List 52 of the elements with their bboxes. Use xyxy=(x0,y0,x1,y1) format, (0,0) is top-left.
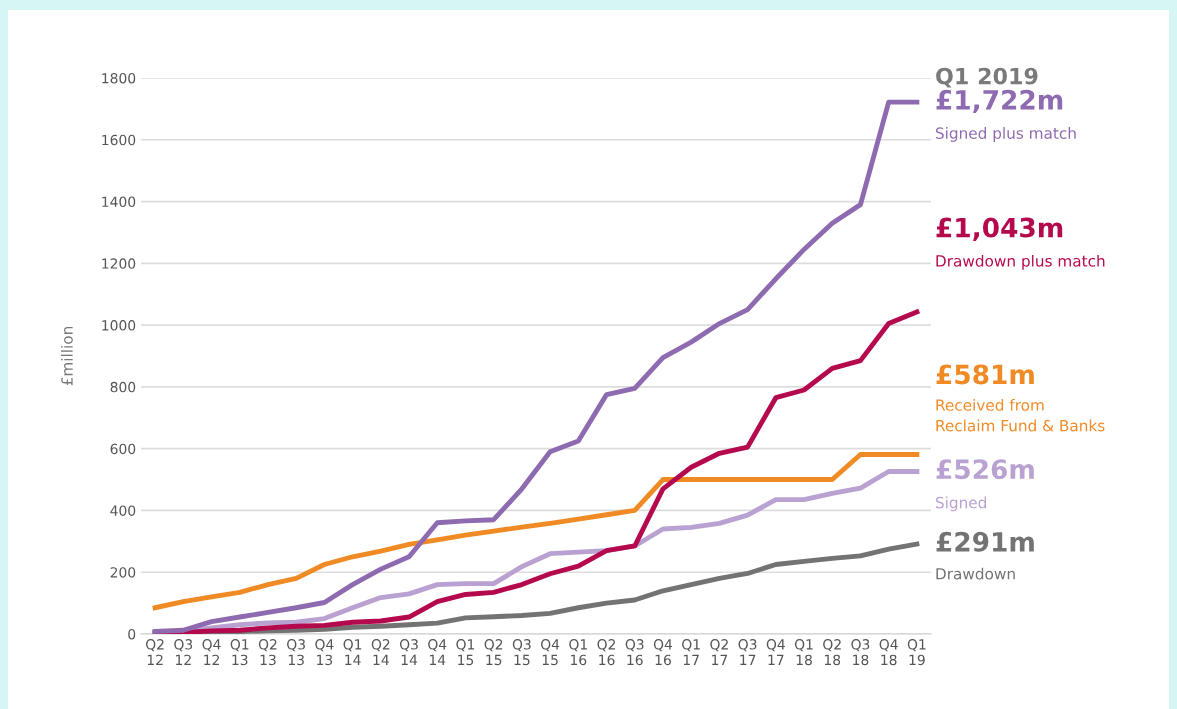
y-tick-label: 0 xyxy=(128,628,136,640)
x-tick-label: Q3 14 xyxy=(399,639,418,665)
data-label: £526m xyxy=(936,459,1034,480)
data-label: £581m xyxy=(936,364,1034,385)
x-tick-label: Q1 17 xyxy=(682,639,700,665)
text: Signed plus match xyxy=(935,127,1076,142)
y-tick-label: 1600 xyxy=(102,134,136,146)
x-tick-label: Q4 16 xyxy=(653,639,673,666)
x-tick-label: Q4 17 xyxy=(766,639,785,665)
x-tick-label: Q1 19 xyxy=(907,639,926,666)
y-tick-label: 600 xyxy=(110,443,136,455)
series-label: Received from Reclaim Fund & Banks xyxy=(936,398,1105,432)
y-axis-title: £million xyxy=(61,326,73,386)
y-tick-label: 400 xyxy=(110,505,136,516)
x-tick-label: Q1 14 xyxy=(343,639,362,665)
x-tick-label: Q3 16 xyxy=(625,639,644,666)
y-tick-label: 1400 xyxy=(102,196,136,208)
x-tick-label: Q2 15 xyxy=(484,639,503,666)
x-tick-label: Q3 15 xyxy=(512,639,531,666)
x-tick-label: Q2 12 xyxy=(146,639,164,665)
y-tick-label: 1000 xyxy=(102,320,136,331)
x-tick-label: Q4 13 xyxy=(315,639,334,666)
x-tick-label: Q3 18 xyxy=(851,639,870,666)
x-tick-label: Q4 12 xyxy=(202,639,221,665)
line-series xyxy=(152,452,920,611)
x-tick-label: Q4 15 xyxy=(541,639,560,666)
x-tick-label: Q3 13 xyxy=(287,639,305,666)
x-tick-label: Q2 14 xyxy=(371,639,390,665)
x-tick-label: Q2 13 xyxy=(258,639,277,666)
x-tick-label: Q4 14 xyxy=(428,639,447,665)
x-tick-label: Q3 17 xyxy=(738,639,757,665)
y-tick-label: 800 xyxy=(110,381,136,393)
x-tick-label: Q1 18 xyxy=(794,639,813,666)
x-tick-label: Q1 15 xyxy=(456,639,475,666)
text: Signed xyxy=(935,496,986,512)
y-tick-label: 200 xyxy=(110,567,136,578)
line-series xyxy=(152,99,920,634)
x-tick-label: Q2 16 xyxy=(597,639,616,666)
x-tick-label: Q1 16 xyxy=(569,639,587,666)
data-label: £1,043m xyxy=(936,217,1063,241)
text: Q1 2019 xyxy=(936,67,1038,88)
data-label: £291m xyxy=(936,531,1034,552)
x-tick-label: Q4 18 xyxy=(879,639,898,666)
x-tick-label: Q3 12 xyxy=(174,639,193,665)
data-label: £1,722m xyxy=(936,89,1063,114)
x-tick-label: Q1 13 xyxy=(230,639,249,666)
x-tick-label: Q2 18 xyxy=(823,639,841,666)
text: Drawdown xyxy=(936,567,1015,580)
x-tick-label: Q2 17 xyxy=(710,639,728,665)
y-tick-label: 1200 xyxy=(102,258,136,269)
y-tick-label: 1800 xyxy=(102,72,136,84)
text: Drawdown plus match xyxy=(936,254,1105,270)
